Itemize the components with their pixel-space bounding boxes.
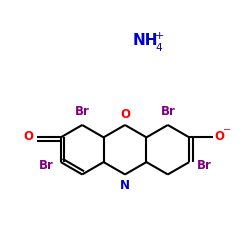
Text: Br: Br	[160, 104, 175, 118]
Text: −: −	[223, 126, 232, 136]
Text: Br: Br	[38, 159, 53, 172]
Text: NH: NH	[132, 34, 158, 48]
Text: Br: Br	[75, 104, 90, 118]
Text: N: N	[120, 179, 130, 192]
Text: O: O	[214, 130, 224, 142]
Text: O: O	[24, 130, 34, 142]
Text: +: +	[155, 30, 164, 40]
Text: Br: Br	[197, 159, 212, 172]
Text: 4: 4	[155, 43, 162, 53]
Text: O: O	[120, 108, 130, 120]
